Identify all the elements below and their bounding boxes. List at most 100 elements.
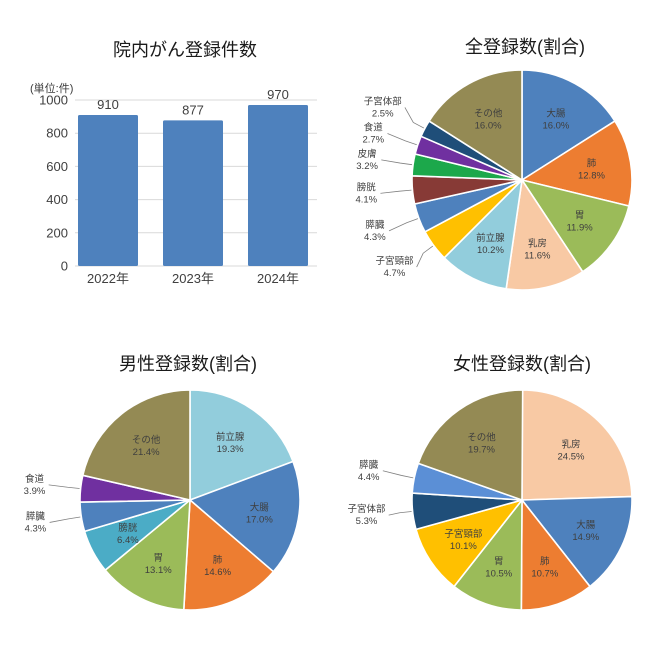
- slice-label: その他: [132, 434, 161, 446]
- y-tick-label: 800: [46, 126, 68, 141]
- slice-pct-label: 24.5%: [558, 451, 585, 462]
- slice-label: 乳房: [561, 438, 580, 450]
- slice-pct-label: 21.4%: [133, 447, 160, 458]
- slice-label: 胃: [153, 553, 163, 564]
- slice-label-outside: 食道: [364, 121, 384, 133]
- slice-pct-label: 16.0%: [475, 120, 502, 131]
- slice-pct-label-outside: 2.5%: [372, 108, 394, 119]
- pie-chart-total: 全登録数(割合) 大腸16.0%肺12.8%胃11.9%乳房11.6%前立腺10…: [355, 37, 633, 291]
- slice-label-outside: 膵臓: [365, 220, 385, 231]
- leader-line: [387, 133, 417, 146]
- slice-label-outside: 膀胱: [357, 181, 377, 193]
- bar-value-label: 910: [97, 97, 119, 112]
- pie-slice-4: [443, 179, 523, 290]
- slice-pct-label: 10.5%: [485, 568, 512, 579]
- slice-label: 大腸: [576, 519, 596, 531]
- slice-label: 前立腺: [476, 232, 505, 244]
- slice-pct-label-outside: 4.4%: [358, 472, 380, 483]
- slice-label: その他: [467, 431, 496, 443]
- slice-label: 胃: [494, 556, 504, 567]
- bar-2023年: [163, 120, 223, 266]
- slice-pct-label-outside: 3.2%: [356, 161, 378, 172]
- bar-value-label: 970: [267, 87, 289, 102]
- bar-chart-unit-label: (単位:件): [30, 81, 73, 95]
- pie-slice-2: [520, 499, 591, 611]
- leader-line: [416, 245, 434, 268]
- slice-label: 大腸: [546, 107, 566, 119]
- slice-pct-label-outside: 4.1%: [355, 194, 377, 205]
- bar-2024年: [248, 104, 308, 266]
- slice-label-outside: 子宮体部: [347, 503, 385, 515]
- leader-line: [404, 107, 425, 129]
- slice-pct-label: 16.0%: [542, 120, 569, 131]
- slice-pct-label: 17.0%: [246, 514, 273, 525]
- slice-label: 大腸: [250, 501, 270, 513]
- pie-slice-11: [428, 69, 523, 181]
- slice-label-outside: 皮膚: [358, 148, 377, 160]
- pie-male-title: 男性登録数(割合): [119, 354, 257, 374]
- pie-slice-3: [104, 499, 191, 611]
- y-tick-label: 1000: [39, 93, 68, 108]
- slice-label: 膀胱: [118, 522, 138, 534]
- slice-label: 胃: [575, 210, 585, 221]
- slice-pct-label-outside: 2.7%: [362, 134, 384, 145]
- slice-label-outside: 子宮体部: [364, 95, 402, 107]
- slice-pct-label-outside: 4.7%: [384, 268, 406, 279]
- pie-slice-0: [189, 389, 294, 501]
- slice-label-outside: 膵臓: [26, 511, 46, 522]
- slice-label-outside: 膵臓: [359, 460, 379, 471]
- pie-slice-2: [521, 179, 630, 273]
- slice-label-outside: 食道: [25, 473, 45, 485]
- slice-pct-label: 13.1%: [145, 565, 172, 576]
- bar-value-label: 877: [182, 102, 204, 117]
- x-tick-label: 2023年: [172, 271, 214, 286]
- pie-slice-2: [182, 499, 275, 611]
- leader-line: [388, 218, 419, 232]
- pie-slice-1: [521, 495, 633, 588]
- x-tick-label: 2024年: [257, 271, 299, 286]
- y-tick-label: 400: [46, 192, 68, 207]
- slice-pct-label: 14.9%: [572, 532, 599, 543]
- bar-chart-title: 院内がん登録件数: [113, 40, 257, 60]
- pie-slice-3: [505, 179, 584, 291]
- leader-line: [48, 484, 80, 489]
- slice-pct-label: 6.4%: [117, 535, 139, 546]
- pie-slice-7: [82, 389, 191, 501]
- slice-pct-label: 11.6%: [524, 251, 551, 262]
- slice-label: 乳房: [528, 238, 547, 250]
- slice-pct-label-outside: 4.3%: [25, 523, 47, 534]
- pie-female-title: 女性登録数(割合): [453, 354, 591, 374]
- bar-chart-annual-registrations: 院内がん登録件数 (単位:件) 0 200 400 600 800 1000 910 2022…: [30, 40, 317, 286]
- slice-pct-label: 11.9%: [566, 222, 593, 233]
- slice-label: 肺: [213, 555, 223, 566]
- pie-slice-1: [521, 120, 633, 207]
- slice-label: 前立腺: [216, 431, 245, 443]
- pie-slice-7: [417, 389, 524, 501]
- leader-line: [388, 511, 412, 516]
- y-tick-label: 200: [46, 225, 68, 240]
- slice-pct-label: 10.1%: [450, 541, 477, 552]
- pie-slice-1: [189, 460, 301, 573]
- y-tick-label: 600: [46, 159, 68, 174]
- bar-plot-area: 0 200 400 600 800 1000 910 2022年 877 2023年 970 2024…: [39, 87, 317, 286]
- slice-pct-label: 10.2%: [477, 245, 504, 256]
- leader-line: [381, 159, 413, 166]
- leader-line: [382, 470, 414, 479]
- slice-label: その他: [474, 107, 503, 119]
- leader-line: [380, 189, 412, 194]
- bar-2022年: [78, 114, 138, 266]
- slice-pct-label: 10.7%: [531, 569, 558, 580]
- slice-label: 肺: [540, 557, 550, 568]
- slice-label: 子宮頸部: [444, 528, 482, 540]
- pie-total-title: 全登録数(割合): [465, 37, 585, 57]
- slice-pct-label-outside: 4.3%: [364, 232, 386, 243]
- slice-pct-label: 19.3%: [217, 444, 244, 455]
- slice-pct-label: 19.7%: [468, 444, 495, 455]
- pie-slice-0: [521, 389, 633, 501]
- slice-pct-label-outside: 5.3%: [356, 516, 378, 527]
- pie-slice-0: [521, 69, 616, 181]
